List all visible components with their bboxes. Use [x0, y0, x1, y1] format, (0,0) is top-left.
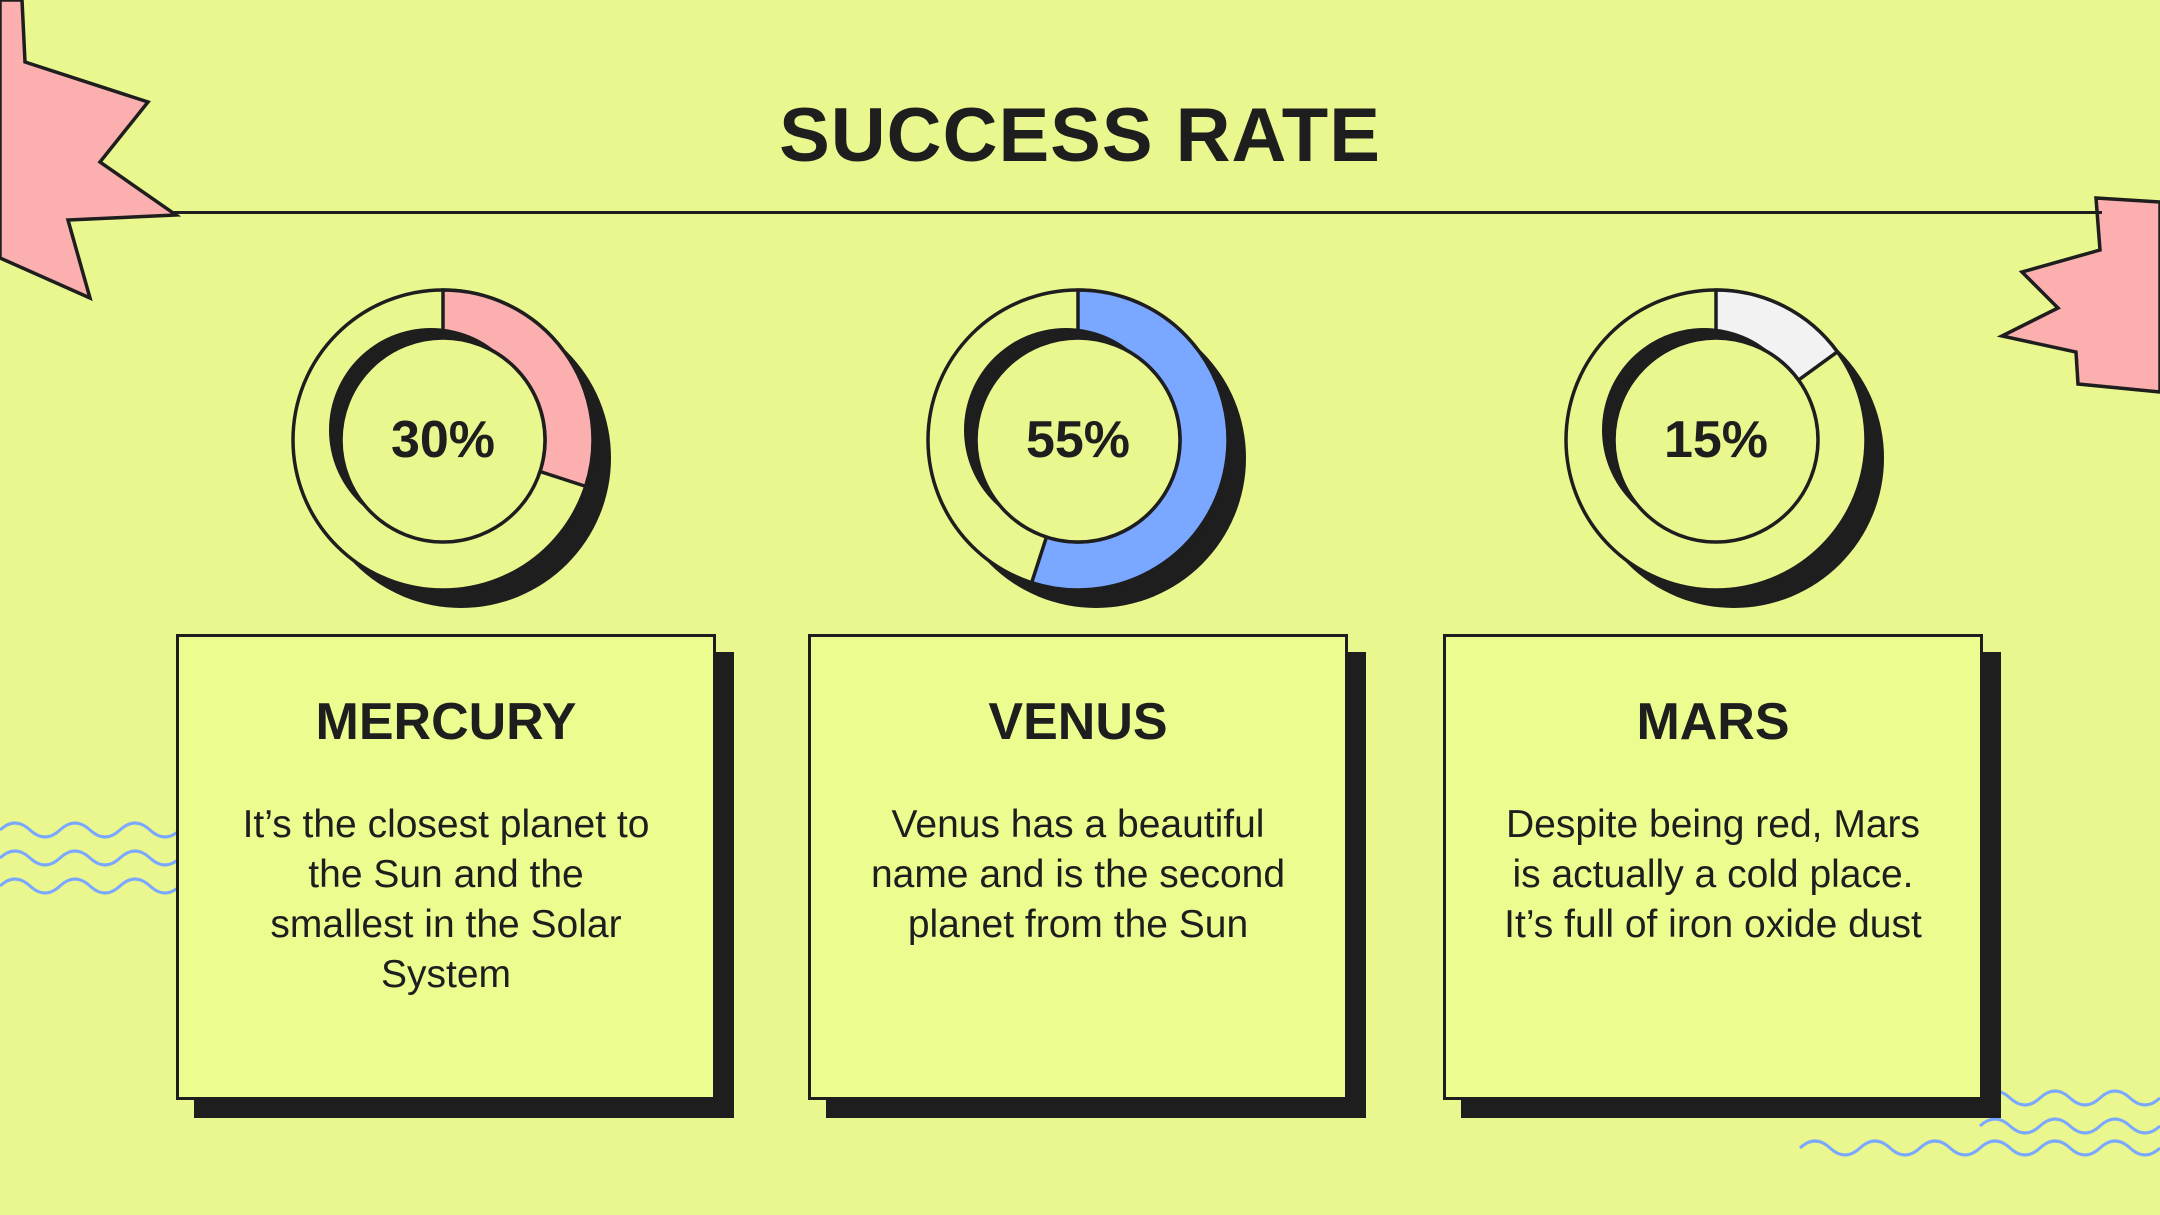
card-description-mars: Despite being red, Mars is actually a co…: [1504, 803, 1922, 946]
donut-hole: [1612, 336, 1820, 544]
card-venus: VENUS Venus has a beautiful name and is …: [808, 634, 1366, 1118]
starburst-top-left: [0, 0, 182, 302]
donut-hole: [339, 336, 547, 544]
donut-venus: 55%: [926, 288, 1248, 610]
wave-lines-bottom-right: [1798, 1089, 2160, 1157]
donut-label-venus: 55%: [1025, 411, 1131, 469]
donut-chart-mercury: [291, 288, 611, 608]
card-description-venus: Venus has a beautiful name and is the se…: [870, 803, 1286, 946]
donut-hole: [974, 336, 1182, 544]
page-title: SUCCESS RATE: [779, 93, 1381, 178]
donut-chart-mars: [1564, 288, 1884, 608]
card-description-mercury: It’s the closest planet to the Sun and t…: [242, 803, 650, 996]
donut-label-mars: 15%: [1663, 411, 1769, 469]
wave-lines-left: [0, 821, 182, 895]
starburst-right: [1996, 196, 2160, 394]
card-title-venus: VENUS: [988, 693, 1168, 751]
card-mars: MARS Despite being red, Mars is actually…: [1443, 634, 2001, 1118]
card-title-mars: MARS: [1636, 693, 1790, 751]
donut-mars: 15%: [1564, 288, 1886, 610]
card-mercury: MERCURY It’s the closest planet to the S…: [176, 634, 734, 1118]
donut-chart-venus: [926, 288, 1246, 608]
title-divider: [172, 211, 2102, 214]
donut-mercury: 30%: [291, 288, 613, 610]
donut-label-mercury: 30%: [390, 411, 496, 469]
card-title-mercury: MERCURY: [315, 693, 577, 751]
